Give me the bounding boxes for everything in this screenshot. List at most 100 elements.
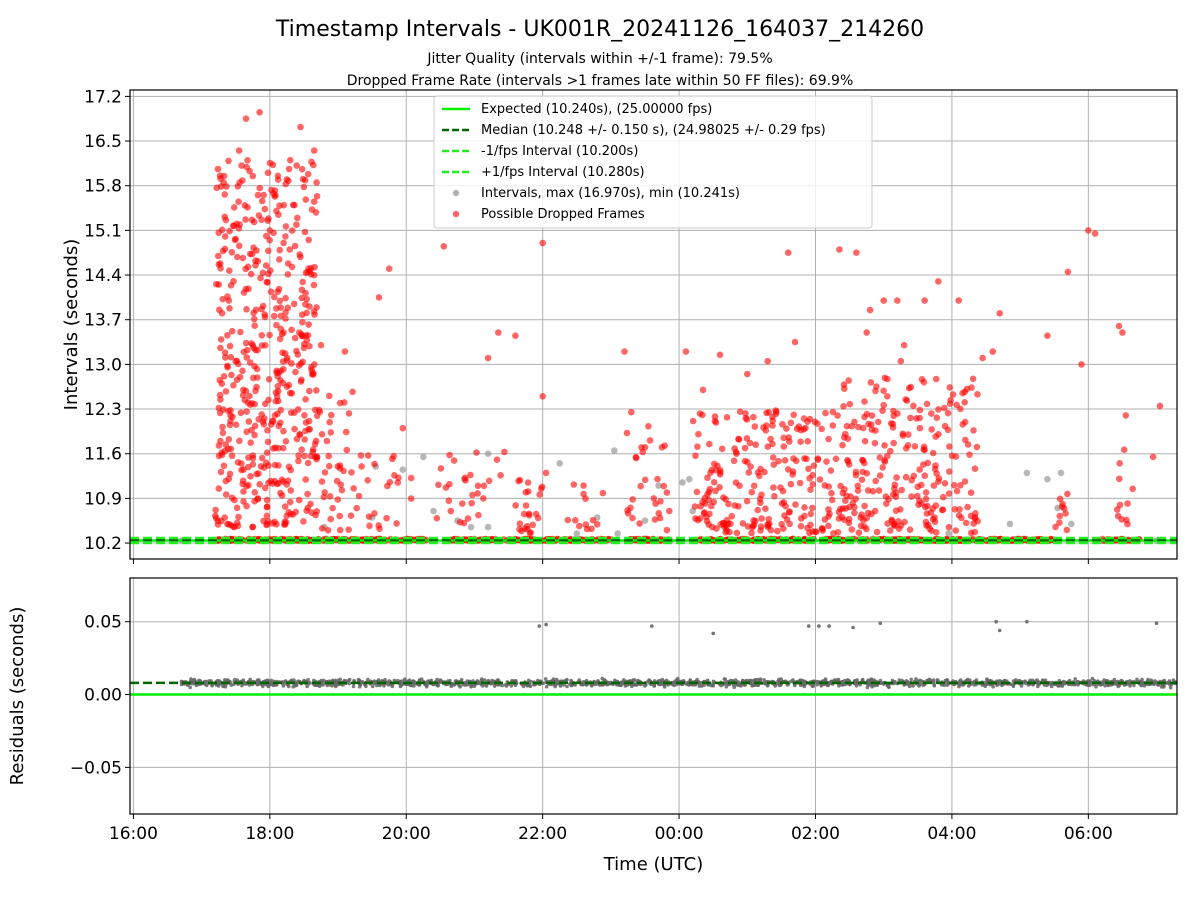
dropped-frame-point <box>894 297 901 304</box>
dropped-frame-point <box>769 417 776 425</box>
dropped-frame-point <box>935 278 942 285</box>
residual-point <box>872 678 876 682</box>
dropped-frame-point <box>797 438 804 446</box>
dropped-frame-point <box>394 479 402 486</box>
dropped-frame-point <box>949 391 957 398</box>
dropped-frame-point <box>261 484 269 492</box>
dropped-frame-point <box>264 438 272 446</box>
residual-point <box>347 679 351 683</box>
dropped-frame-point <box>921 297 928 304</box>
dropped-frame-point <box>803 455 810 463</box>
interval-point <box>945 530 952 537</box>
dropped-frame-point <box>701 509 708 516</box>
dropped-frame-point <box>872 477 879 485</box>
dropped-frame-point <box>946 468 953 475</box>
dropped-frame-point <box>836 246 843 253</box>
dropped-frame-point <box>231 496 238 504</box>
dropped-frame-point <box>858 476 866 484</box>
dropped-frame-point <box>520 510 528 518</box>
residual-point <box>994 619 998 624</box>
dropped-frame-point <box>637 482 644 490</box>
dropped-frame-point <box>407 495 415 502</box>
dropped-frame-point <box>266 331 273 339</box>
residual-point <box>613 678 617 683</box>
dropped-frame-point <box>979 354 986 362</box>
residual-point <box>900 678 904 683</box>
dropped-frame-point <box>735 435 742 443</box>
residual-point <box>570 683 574 688</box>
dropped-frame-point <box>695 430 702 438</box>
dropped-frame-point <box>848 422 856 430</box>
dropped-frame-point <box>274 410 281 418</box>
dropped-frame-point <box>310 147 318 154</box>
dropped-frame-point <box>274 288 282 296</box>
interval-point <box>641 517 649 524</box>
residual-point <box>458 685 462 689</box>
dropped-frame-point <box>286 246 294 253</box>
dropped-frame-point <box>260 191 268 199</box>
residual-point <box>541 681 546 686</box>
dropped-frame-point <box>263 520 271 528</box>
dropped-frame-point <box>996 310 1003 317</box>
dropped-frame-point <box>336 512 344 520</box>
dropped-frame-point <box>282 223 290 230</box>
dropped-frame-point <box>232 421 240 429</box>
dropped-frame-point <box>873 528 881 536</box>
dropped-frame-point <box>228 371 235 379</box>
residual-point <box>266 684 271 689</box>
dropped-frame-point <box>516 476 524 484</box>
dropped-frame-point <box>804 438 812 445</box>
y-tick-label: 16.5 <box>84 132 122 152</box>
dropped-frame-point <box>880 387 887 395</box>
dropped-frame-point <box>769 454 777 461</box>
residual-point <box>851 625 855 630</box>
dropped-frame-point <box>713 525 720 532</box>
residual-point <box>513 683 518 687</box>
residual-point <box>565 677 569 682</box>
dropped-frame-point <box>897 506 904 513</box>
dropped-frame-point <box>469 491 476 499</box>
dropped-frame-point <box>516 525 523 533</box>
dropped-frame-point <box>301 228 309 236</box>
dropped-frame-point <box>969 375 977 383</box>
dropped-frame-point <box>641 476 649 484</box>
residual-point <box>342 678 347 683</box>
dropped-frame-point <box>234 253 241 261</box>
dropped-frame-point <box>222 388 230 395</box>
dropped-frame-point <box>621 348 628 355</box>
dropped-frame-point <box>582 495 589 503</box>
dropped-frame-point <box>875 487 883 494</box>
dropped-frame-point <box>946 400 954 408</box>
dropped-frame-point <box>371 510 378 517</box>
residual-point <box>732 685 736 690</box>
dropped-frame-point <box>353 504 361 512</box>
dropped-frame-point <box>801 504 808 511</box>
dropped-frame-point <box>250 374 257 382</box>
dropped-frame-point <box>342 428 350 436</box>
dropped-frame-point <box>226 421 234 429</box>
dropped-frame-point <box>245 463 252 471</box>
dropped-frame-point <box>310 271 318 279</box>
dropped-frame-point <box>247 439 254 447</box>
residual-point <box>366 677 370 682</box>
dropped-frame-point <box>876 472 884 479</box>
dropped-frame-point <box>1124 500 1131 507</box>
interval-point <box>420 453 427 461</box>
dropped-frame-point <box>744 370 751 378</box>
dropped-frame-point <box>792 501 799 508</box>
residual-point <box>537 624 542 628</box>
residual-point <box>697 684 701 688</box>
dropped-frame-point <box>235 513 242 521</box>
dropped-frame-point <box>932 462 939 469</box>
dropped-frame-point <box>785 434 792 441</box>
dropped-frame-point <box>536 491 543 498</box>
dropped-frame-point <box>725 500 732 508</box>
interval-point <box>655 482 662 489</box>
dropped-frame-point <box>288 227 296 234</box>
dropped-frame-point <box>757 527 764 534</box>
dropped-frame-point <box>295 457 302 465</box>
dropped-frame-point <box>277 489 284 497</box>
dropped-frame-point <box>246 392 253 400</box>
dropped-frame-point <box>796 479 804 487</box>
dropped-frame-point <box>217 344 224 352</box>
